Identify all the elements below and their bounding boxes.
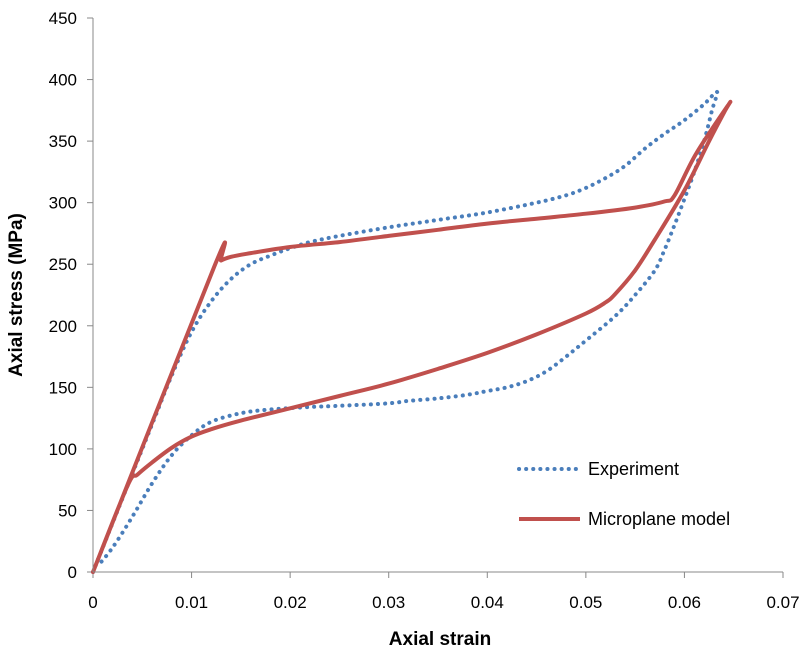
x-tick-label: 0.03 [372,593,405,612]
x-tick-label: 0.04 [471,593,504,612]
plot-series-group [91,89,733,574]
x-tick-label: 0.01 [175,593,208,612]
legend-microplane-label: Microplane model [588,509,730,529]
y-tick-label: 400 [49,71,77,90]
y-tick-label: 150 [49,378,77,397]
y-tick-label: 450 [49,9,77,28]
x-tick-label: 0.07 [766,593,799,612]
y-tick-label: 250 [49,255,77,274]
x-axis-title: Axial strain [389,629,491,650]
legend-experiment-label: Experiment [588,459,679,479]
x-tick-label: 0 [88,593,97,612]
microplane-series-line [91,99,733,574]
y-tick-label: 350 [49,132,77,151]
y-tick-label: 100 [49,440,77,459]
x-tick-label: 0.06 [668,593,701,612]
x-tick-label: 0.05 [569,593,602,612]
x-tick-label: 0.02 [274,593,307,612]
experiment-series-line [91,89,720,574]
y-axis-ticks: 0 50 100 150 200 250 300 350 400 450 [49,9,93,582]
y-tick-label: 0 [68,563,77,582]
y-axis-title: Axial stress (MPa) [6,213,27,377]
legend: Experiment Microplane model [517,459,730,529]
y-tick-label: 50 [58,501,77,520]
x-axis-ticks: 0 0.01 0.02 0.03 0.04 0.05 0.06 0.07 [88,572,800,612]
y-tick-label: 200 [49,317,77,336]
y-tick-label: 300 [49,194,77,213]
